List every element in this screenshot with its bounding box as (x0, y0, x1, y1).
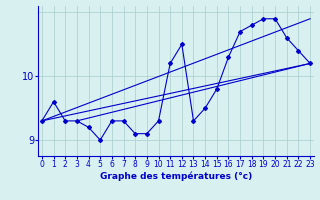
X-axis label: Graphe des températures (°c): Graphe des températures (°c) (100, 172, 252, 181)
